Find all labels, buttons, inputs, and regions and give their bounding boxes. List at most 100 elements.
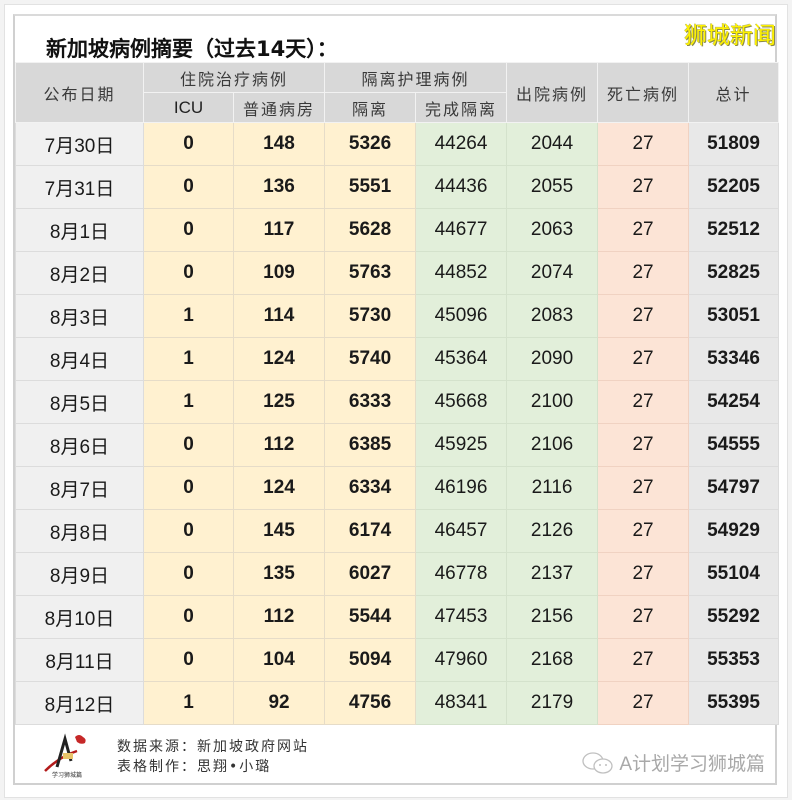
case-summary-table: 公布日期 住院治疗病例 隔离护理病例 出院病例 死亡病例 总计 ICU 普通病房…	[15, 62, 780, 725]
cell-dis: 2074	[506, 251, 599, 295]
col-header-deaths: 死亡病例	[597, 62, 690, 123]
cell-iso: 6385	[324, 423, 417, 467]
cell-dis: 2100	[506, 380, 599, 424]
cell-dead: 27	[597, 552, 690, 596]
cell-icu: 0	[143, 595, 234, 639]
table-row: 8月5日 1 125 6333 45668 2100 27 54254	[15, 380, 780, 424]
cell-done: 47960	[415, 638, 508, 682]
cell-iso: 5551	[324, 165, 417, 209]
cell-total: 54555	[688, 423, 780, 467]
cell-total: 55353	[688, 638, 780, 682]
cell-dead: 27	[597, 638, 690, 682]
col-header-discharged: 出院病例	[506, 62, 599, 123]
table-row: 8月3日 1 114 5730 45096 2083 27 53051	[15, 294, 780, 338]
cell-dead: 27	[597, 122, 690, 166]
cell-icu: 1	[143, 380, 234, 424]
table-row: 8月8日 0 145 6174 46457 2126 27 54929	[15, 509, 780, 553]
logo-icon: 学习狮城篇	[44, 733, 86, 779]
cell-done: 46778	[415, 552, 508, 596]
cell-ward: 104	[232, 638, 326, 682]
table-row: 7月30日 0 148 5326 44264 2044 27 51809	[15, 122, 780, 166]
cell-dead: 27	[597, 251, 690, 295]
cell-iso: 5763	[324, 251, 417, 295]
cell-iso: 6174	[324, 509, 417, 553]
cell-iso: 6334	[324, 466, 417, 510]
cell-icu: 0	[143, 638, 234, 682]
cell-iso: 5094	[324, 638, 417, 682]
table-row: 8月11日 0 104 5094 47960 2168 27 55353	[15, 638, 780, 682]
col-group-isolation: 隔离护理病例	[324, 62, 508, 93]
cell-dead: 27	[597, 681, 690, 725]
cell-date: 8月9日	[15, 552, 144, 596]
col-group-hospitalized: 住院治疗病例	[142, 62, 326, 93]
cell-icu: 0	[143, 509, 234, 553]
cell-date: 8月8日	[15, 509, 144, 553]
cell-total: 54797	[688, 466, 780, 510]
cell-ward: 112	[232, 423, 326, 467]
cell-date: 7月30日	[15, 122, 144, 166]
cell-done: 44852	[415, 251, 508, 295]
cell-ward: 124	[232, 337, 326, 381]
cell-icu: 1	[143, 294, 234, 338]
col-header-icu: ICU	[143, 92, 234, 123]
table-row: 7月31日 0 136 5551 44436 2055 27 52205	[15, 165, 780, 209]
cell-total: 52825	[688, 251, 780, 295]
cell-done: 45925	[415, 423, 508, 467]
data-source: 数据来源：新加坡政府网站	[117, 739, 309, 755]
cell-ward: 109	[232, 251, 326, 295]
table-row: 8月10日 0 112 5544 47453 2156 27 55292	[15, 595, 780, 639]
cell-dis: 2168	[506, 638, 599, 682]
cell-done: 46196	[415, 466, 508, 510]
cell-total: 54254	[688, 380, 780, 424]
cell-icu: 0	[143, 122, 234, 166]
cell-iso: 6333	[324, 380, 417, 424]
page-title: 新加坡病例摘要（过去14天）：	[46, 37, 338, 61]
table-row: 8月7日 0 124 6334 46196 2116 27 54797	[15, 466, 780, 510]
cell-date: 8月11日	[15, 638, 144, 682]
cell-total: 53051	[688, 294, 780, 338]
cell-date: 8月4日	[15, 337, 144, 381]
cell-dis: 2044	[506, 122, 599, 166]
col-header-total: 总计	[688, 62, 780, 123]
col-header-completed-isolation: 完成隔离	[415, 92, 508, 123]
cell-dis: 2083	[506, 294, 599, 338]
cell-dead: 27	[597, 423, 690, 467]
cell-dis: 2137	[506, 552, 599, 596]
cell-ward: 124	[232, 466, 326, 510]
cell-total: 55292	[688, 595, 780, 639]
cell-icu: 0	[143, 423, 234, 467]
table-row: 8月12日 1 92 4756 48341 2179 27 55395	[15, 681, 780, 725]
cell-done: 45364	[415, 337, 508, 381]
cell-date: 7月31日	[15, 165, 144, 209]
footer: 学习狮城篇 数据来源：新加坡政府网站 表格制作：思翔•小璐 A计划学习狮城篇	[15, 727, 775, 783]
credits: 数据来源：新加坡政府网站 表格制作：思翔•小璐	[117, 737, 309, 777]
cell-dead: 27	[597, 165, 690, 209]
cell-total: 52205	[688, 165, 780, 209]
cell-icu: 0	[143, 208, 234, 252]
table-row: 8月6日 0 112 6385 45925 2106 27 54555	[15, 423, 780, 467]
cell-iso: 5544	[324, 595, 417, 639]
cell-total: 55395	[688, 681, 780, 725]
cell-total: 52512	[688, 208, 780, 252]
cell-iso: 5740	[324, 337, 417, 381]
cell-dead: 27	[597, 337, 690, 381]
cell-iso: 5326	[324, 122, 417, 166]
cell-date: 8月2日	[15, 251, 144, 295]
cell-ward: 114	[232, 294, 326, 338]
table-row: 8月4日 1 124 5740 45364 2090 27 53346	[15, 337, 780, 381]
col-header-date: 公布日期	[15, 62, 144, 123]
svg-text:学习狮城篇: 学习狮城篇	[52, 771, 82, 779]
cell-iso: 5628	[324, 208, 417, 252]
cell-icu: 0	[143, 165, 234, 209]
table-author: 表格制作：思翔•小璐	[117, 759, 272, 775]
watermark: A计划学习狮城篇	[581, 749, 765, 776]
cell-done: 47453	[415, 595, 508, 639]
cell-icu: 0	[143, 552, 234, 596]
cell-ward: 125	[232, 380, 326, 424]
cell-date: 8月7日	[15, 466, 144, 510]
cell-date: 8月6日	[15, 423, 144, 467]
cell-dead: 27	[597, 380, 690, 424]
cell-dis: 2179	[506, 681, 599, 725]
cell-ward: 112	[232, 595, 326, 639]
cell-icu: 1	[143, 337, 234, 381]
